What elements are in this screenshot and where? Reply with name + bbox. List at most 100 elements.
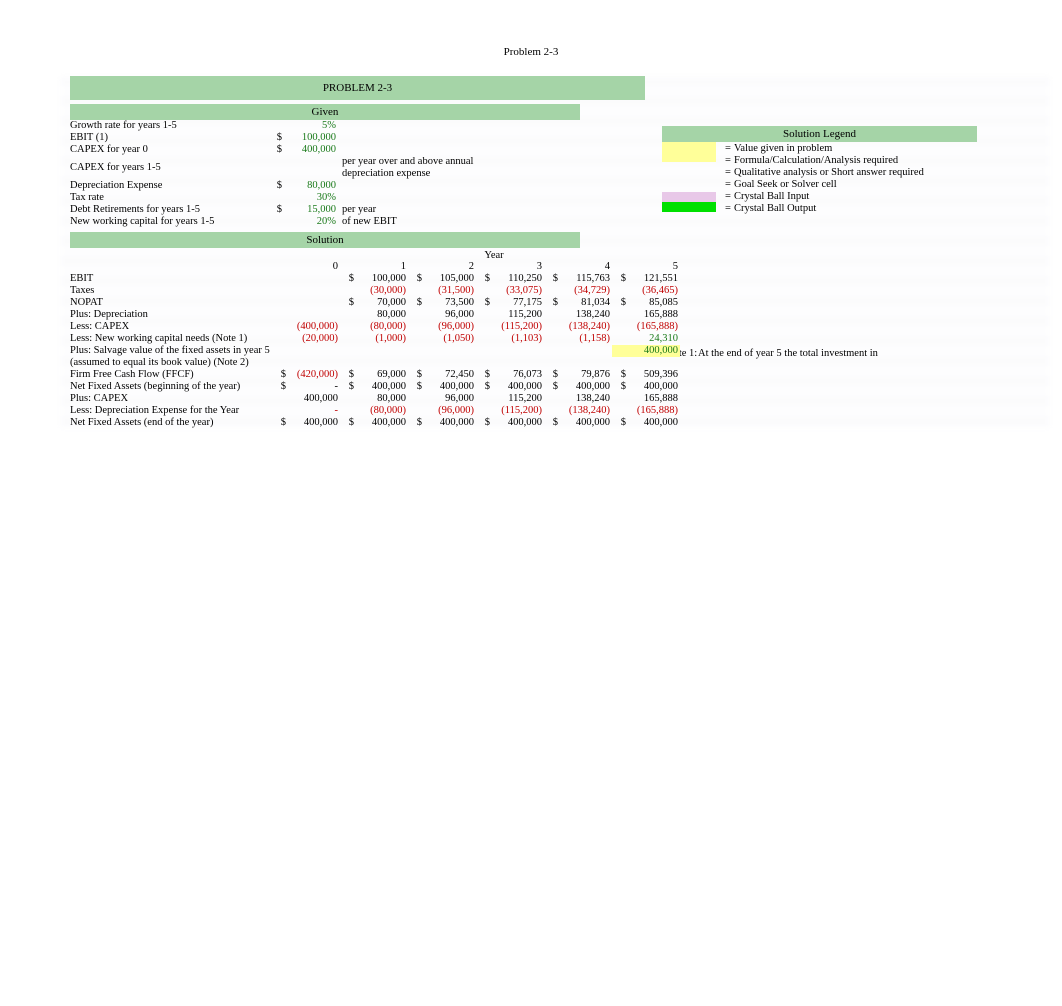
- dollar-sign: [612, 285, 626, 297]
- solution-value: (138,240): [558, 321, 612, 333]
- dollar-sign: $: [408, 381, 422, 393]
- dollar-sign: [612, 309, 626, 321]
- dollar-sign: [340, 321, 354, 333]
- given-section: Growth rate for years 1-55%EBIT (1)$100,…: [60, 120, 1050, 228]
- solution-value: (1,103): [490, 333, 544, 345]
- given-row: CAPEX for year 0$400,000: [60, 144, 1050, 156]
- solution-value: (138,240): [558, 405, 612, 417]
- solution-value: 400,000: [286, 393, 340, 405]
- given-label: Growth rate for years 1-5: [60, 120, 270, 132]
- solution-label: Less: New working capital needs (Note 1): [60, 333, 272, 345]
- solution-value: 400,000: [558, 381, 612, 393]
- year-number: 5: [626, 261, 680, 273]
- dollar-sign: [340, 405, 354, 417]
- dollar-sign: [340, 333, 354, 345]
- dollar-sign: $: [340, 297, 354, 309]
- solution-label: Net Fixed Assets (end of the year): [60, 417, 272, 429]
- solution-value: 24,310: [626, 333, 680, 345]
- dollar-sign: [612, 333, 626, 345]
- dollar-sign: $: [612, 381, 626, 393]
- solution-section: EBIT$100,000$105,000$110,250$115,763$121…: [60, 273, 1050, 429]
- solution-label: Plus: Salvage value of the fixed assets …: [60, 345, 272, 357]
- solution-value: 76,073: [490, 369, 544, 381]
- solution-value: 400,000: [626, 381, 680, 393]
- solution-label: Taxes: [60, 285, 272, 297]
- given-label: Debt Retirements for years 1-5: [60, 204, 270, 216]
- dollar-sign: $: [340, 369, 354, 381]
- solution-label: Less: CAPEX: [60, 321, 272, 333]
- solution-value: 165,888: [626, 393, 680, 405]
- solution-value: (20,000): [286, 333, 340, 345]
- dollar-sign: [408, 285, 422, 297]
- solution-value: 115,763: [558, 273, 612, 285]
- solution-value: 400,000: [490, 381, 544, 393]
- solution-row: Taxes(30,000)(31,500)(33,075)(34,729)(36…: [60, 285, 1050, 297]
- solution-label: Firm Free Cash Flow (FFCF): [60, 369, 272, 381]
- solution-value: 400,000: [354, 381, 408, 393]
- given-row: New working capital for years 1-520%of n…: [60, 216, 1050, 228]
- band-solution: Solution: [70, 232, 580, 248]
- dollar-sign: $: [476, 297, 490, 309]
- solution-value: 509,396: [626, 369, 680, 381]
- solution-value: 96,000: [422, 309, 476, 321]
- dollar-sign: $: [612, 369, 626, 381]
- solution-value: (80,000): [354, 405, 408, 417]
- dollar-sign: [408, 405, 422, 417]
- dollar-sign: [340, 309, 354, 321]
- solution-label: Less: Depreciation Expense for the Year: [60, 405, 272, 417]
- dollar-sign: $: [544, 417, 558, 429]
- year-number: 3: [490, 261, 544, 273]
- solution-value: 138,240: [558, 309, 612, 321]
- solution-row: Plus: Depreciation80,00096,000115,200138…: [60, 309, 1050, 321]
- dollar-sign: [340, 285, 354, 297]
- solution-value: 110,250: [490, 273, 544, 285]
- solution-value: -: [286, 405, 340, 417]
- solution-value: 72,450: [422, 369, 476, 381]
- solution-row: Less: Depreciation Expense for the Year -…: [60, 405, 1050, 417]
- dollar-sign: [612, 393, 626, 405]
- given-suffix: per year: [338, 204, 502, 216]
- dollar-sign: [476, 285, 490, 297]
- solution-value: 70,000: [354, 297, 408, 309]
- year-number: 4: [558, 261, 612, 273]
- dollar-sign: $: [612, 273, 626, 285]
- solution-value: 400,000: [422, 417, 476, 429]
- solution-row: (assumed to equal its book value) (Note …: [60, 357, 1050, 369]
- solution-value: (33,075): [490, 285, 544, 297]
- solution-label: Net Fixed Assets (beginning of the year): [60, 381, 272, 393]
- solution-value: 96,000: [422, 393, 476, 405]
- solution-label: (assumed to equal its book value) (Note …: [60, 357, 272, 369]
- solution-value: 80,000: [354, 309, 408, 321]
- dollar-sign: $: [544, 273, 558, 285]
- solution-value: 85,085: [626, 297, 680, 309]
- dollar-sign: [272, 321, 286, 333]
- year-label: Year: [262, 250, 726, 261]
- dollar-sign: $: [272, 381, 286, 393]
- dollar-sign: [544, 405, 558, 417]
- dollar-sign: [476, 321, 490, 333]
- solution-value: 400,000: [626, 417, 680, 429]
- solution-value: (1,050): [422, 333, 476, 345]
- solution-value: (34,729): [558, 285, 612, 297]
- dollar-sign: $: [408, 273, 422, 285]
- solution-value: (80,000): [354, 321, 408, 333]
- solution-value: 77,175: [490, 297, 544, 309]
- solution-value: 79,876: [558, 369, 612, 381]
- solution-row: Plus: Salvage value of the fixed assets …: [60, 345, 1050, 357]
- solution-value: (1,158): [558, 333, 612, 345]
- dollar-sign: $: [612, 297, 626, 309]
- solution-row: Net Fixed Assets (beginning of the year)…: [60, 381, 1050, 393]
- solution-value: (96,000): [422, 321, 476, 333]
- solution-value: (165,888): [626, 405, 680, 417]
- dollar-sign: [408, 393, 422, 405]
- dollar-sign: [408, 321, 422, 333]
- given-row: Debt Retirements for years 1-5$15,000per…: [60, 204, 1050, 216]
- dollar-sign: [476, 393, 490, 405]
- dollar-sign: [612, 345, 626, 357]
- solution-row: Less: CAPEX(400,000)(80,000)(96,000)(115…: [60, 321, 1050, 333]
- dollar-sign: $: [544, 369, 558, 381]
- dollar-sign: [272, 405, 286, 417]
- solution-value: (96,000): [422, 405, 476, 417]
- given-value: 400,000: [284, 144, 338, 156]
- solution-value: 400,000: [558, 417, 612, 429]
